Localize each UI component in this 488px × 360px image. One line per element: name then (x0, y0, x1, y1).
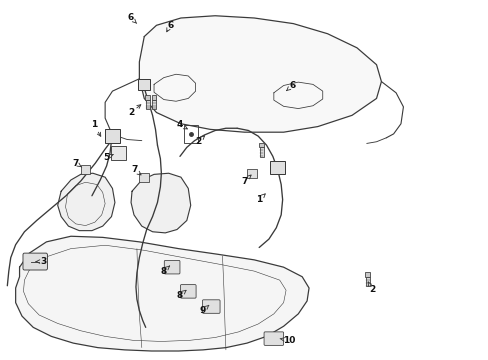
Polygon shape (58, 173, 115, 231)
Text: 1: 1 (256, 194, 264, 204)
Text: 9: 9 (199, 305, 208, 315)
Text: 6: 6 (166, 21, 173, 32)
FancyBboxPatch shape (202, 300, 220, 313)
Bar (110, 146, 126, 160)
Bar (151, 95, 156, 100)
Bar (145, 100, 149, 109)
Bar (183, 125, 197, 143)
FancyBboxPatch shape (105, 129, 120, 143)
Bar (152, 100, 156, 109)
Bar (259, 143, 264, 148)
FancyBboxPatch shape (264, 332, 283, 345)
Polygon shape (16, 236, 308, 351)
Bar (365, 277, 369, 286)
Bar (246, 169, 256, 178)
Text: 7: 7 (72, 159, 81, 168)
Bar (81, 165, 90, 174)
Text: 7: 7 (241, 175, 250, 186)
Polygon shape (131, 173, 190, 233)
FancyBboxPatch shape (270, 161, 285, 174)
Text: 10: 10 (280, 336, 295, 345)
Bar (139, 173, 149, 182)
Text: 7: 7 (131, 165, 141, 175)
FancyBboxPatch shape (138, 79, 150, 90)
Bar (145, 95, 150, 100)
Text: 3: 3 (36, 257, 46, 266)
FancyBboxPatch shape (23, 253, 47, 270)
Text: 6: 6 (286, 81, 295, 91)
Bar (365, 272, 369, 277)
Bar (259, 148, 263, 157)
Polygon shape (139, 16, 381, 132)
Text: 8: 8 (161, 266, 169, 276)
Text: 2: 2 (195, 136, 204, 146)
Text: 6: 6 (128, 13, 136, 23)
Text: 1: 1 (91, 120, 101, 136)
FancyBboxPatch shape (164, 260, 180, 274)
Text: 2: 2 (128, 105, 141, 117)
Text: 4: 4 (176, 120, 187, 129)
Text: 5: 5 (103, 153, 113, 162)
Text: 2: 2 (367, 282, 375, 294)
Text: 8: 8 (177, 290, 186, 300)
FancyBboxPatch shape (180, 285, 196, 298)
